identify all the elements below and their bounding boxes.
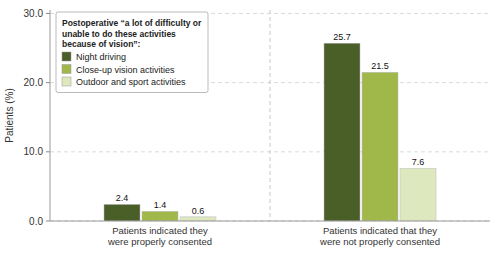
y-ticks: 0.0 10.0 20.0 30.0: [24, 8, 50, 227]
x-tick-label: Patients indicated that theywere not pro…: [319, 225, 440, 247]
bar: [180, 217, 216, 221]
y-axis-line: [50, 10, 51, 221]
legend-title-line: Postoperative “a lot of difficulty or: [62, 18, 202, 28]
y-tick: [46, 151, 50, 152]
chart: 0.0 10.0 20.0 30.0 2.4 25.7 1.4 21.5 0.6 7.6 Patie…: [0, 0, 500, 257]
y-tick: [46, 82, 50, 83]
x-tick-label: Patients indicated theywere properly con…: [107, 225, 212, 247]
group-separator: [270, 10, 271, 221]
x-tick-label-line: were not properly consented: [319, 236, 440, 247]
data-label: 25.7: [333, 32, 351, 42]
x-axis-line: [50, 221, 490, 222]
bar: [362, 72, 398, 221]
bar: [324, 43, 360, 221]
legend-swatch: [62, 52, 71, 61]
y-tick-label: 10.0: [24, 146, 44, 157]
y-axis-label: Patients (%): [4, 88, 15, 142]
y-tick-label: 20.0: [24, 77, 44, 88]
x-tick-label-line: were properly consented: [107, 236, 212, 247]
x-tick-labels: Patients indicated theywere properly con…: [107, 225, 440, 247]
grid-line: [50, 221, 490, 222]
legend-swatch: [62, 77, 71, 86]
bar: [142, 211, 178, 221]
data-label: 0.6: [192, 206, 205, 216]
legend-box: [56, 12, 208, 93]
legend-label: Close-up vision activities: [76, 65, 175, 75]
y-tick: [46, 13, 50, 14]
x-tick-label-line: Patients indicated that they: [323, 225, 437, 236]
legend-swatch: [62, 65, 71, 74]
y-tick-label: 0.0: [29, 216, 43, 227]
data-label: 21.5: [371, 61, 389, 71]
data-label: 1.4: [154, 200, 167, 210]
legend-title-line: because of vision”:: [62, 39, 141, 49]
legend: Postoperative “a lot of difficulty oruna…: [56, 12, 208, 93]
legend-title-line: unable to do these activities: [62, 29, 176, 39]
y-tick-label: 30.0: [24, 8, 44, 19]
bar: [104, 204, 140, 221]
x-tick-label-line: Patients indicated they: [112, 225, 208, 236]
bar: [400, 168, 436, 221]
legend-label: Outdoor and sport activities: [76, 77, 186, 87]
data-label: 7.6: [412, 157, 425, 167]
legend-title: Postoperative “a lot of difficulty oruna…: [62, 18, 202, 49]
legend-label: Night driving: [76, 52, 126, 62]
data-label: 2.4: [116, 193, 129, 203]
y-tick: [46, 221, 50, 222]
